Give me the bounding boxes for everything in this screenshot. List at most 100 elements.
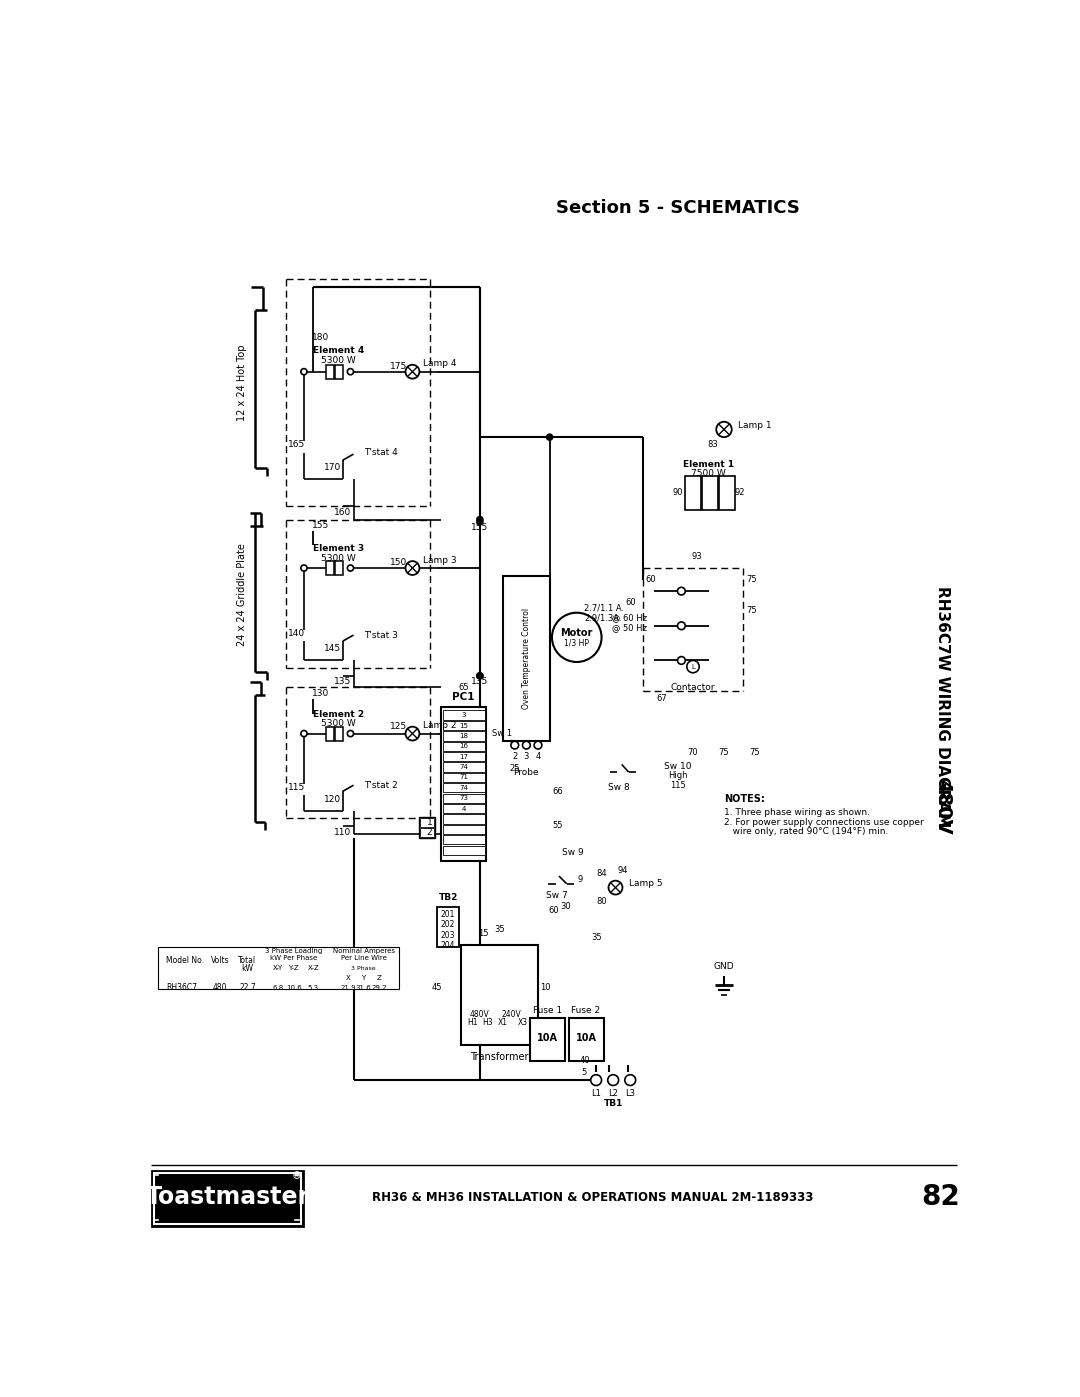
Circle shape: [552, 613, 602, 662]
Text: 4: 4: [461, 806, 465, 812]
Text: Sw 9: Sw 9: [562, 848, 584, 858]
Text: 170: 170: [324, 464, 341, 472]
Text: L3: L3: [625, 1090, 635, 1098]
Text: 160: 160: [334, 509, 351, 517]
Circle shape: [677, 587, 685, 595]
Text: wire only, rated 90°C (194°F) min.: wire only, rated 90°C (194°F) min.: [724, 827, 889, 835]
Bar: [326, 365, 334, 379]
Text: 5: 5: [582, 1067, 588, 1077]
Text: Z: Z: [377, 975, 381, 981]
Bar: [326, 562, 334, 576]
Text: T'stat 3: T'stat 3: [364, 630, 397, 640]
Text: 10.6: 10.6: [286, 985, 301, 990]
Text: 65: 65: [458, 683, 469, 692]
Text: 135: 135: [471, 676, 488, 686]
Text: 110: 110: [334, 827, 351, 837]
Text: 94: 94: [618, 866, 629, 875]
Text: Lamp 5: Lamp 5: [630, 879, 663, 888]
Text: 5300 W: 5300 W: [322, 555, 356, 563]
Text: 84: 84: [596, 869, 607, 879]
Circle shape: [476, 517, 483, 522]
Bar: [152, 1171, 303, 1227]
Bar: [719, 475, 734, 510]
Text: 74: 74: [459, 785, 468, 791]
Bar: [443, 835, 485, 844]
Text: 6.8: 6.8: [273, 985, 284, 990]
Text: 71: 71: [459, 774, 468, 781]
Bar: [335, 726, 343, 740]
Text: 90: 90: [672, 488, 683, 497]
Text: kW: kW: [241, 964, 254, 972]
Bar: [443, 793, 485, 803]
Text: 7500 W: 7500 W: [691, 469, 726, 478]
Text: RH36 & MH36 INSTALLATION & OPERATIONS MANUAL 2M-1189333: RH36 & MH36 INSTALLATION & OPERATIONS MA…: [372, 1190, 813, 1204]
Text: 75: 75: [746, 576, 756, 584]
Circle shape: [511, 742, 518, 749]
Text: Element 1: Element 1: [683, 460, 734, 468]
Bar: [154, 1173, 301, 1224]
Text: 80: 80: [596, 897, 607, 905]
Text: 15: 15: [459, 722, 468, 728]
Text: 75: 75: [746, 606, 756, 615]
Text: Section 5 - SCHEMATICS: Section 5 - SCHEMATICS: [555, 198, 799, 217]
Text: Lamp 4: Lamp 4: [423, 359, 457, 369]
Text: H1: H1: [467, 1018, 477, 1027]
Text: 67: 67: [657, 694, 667, 704]
Bar: [530, 1018, 565, 1060]
Text: 35: 35: [494, 925, 504, 935]
Text: 83: 83: [707, 440, 718, 450]
Text: Element 2: Element 2: [313, 710, 364, 719]
Text: 66: 66: [552, 787, 563, 796]
Text: Volts: Volts: [211, 956, 230, 965]
Bar: [569, 1018, 604, 1060]
Circle shape: [301, 564, 307, 571]
Text: Model No.: Model No.: [166, 956, 204, 965]
Text: 135: 135: [334, 678, 351, 686]
Text: High: High: [667, 771, 687, 781]
Text: 165: 165: [287, 440, 305, 450]
Text: 10A: 10A: [576, 1032, 596, 1042]
Circle shape: [546, 434, 553, 440]
Text: 31.6: 31.6: [355, 985, 372, 990]
Text: 1: 1: [427, 817, 432, 827]
Circle shape: [405, 562, 419, 576]
Text: 3: 3: [524, 752, 529, 761]
Text: 2. For power supply connections use copper: 2. For power supply connections use copp…: [724, 817, 923, 827]
Text: 70: 70: [688, 749, 699, 757]
Text: 15: 15: [478, 929, 489, 939]
Text: Lamp 1: Lamp 1: [738, 420, 771, 430]
Text: 16: 16: [459, 743, 468, 749]
Text: 75: 75: [750, 749, 760, 757]
Text: T'stat 4: T'stat 4: [364, 448, 397, 457]
Text: 40: 40: [579, 1056, 590, 1066]
Text: X-Y: X-Y: [273, 965, 283, 971]
Circle shape: [687, 661, 699, 673]
Text: 145: 145: [324, 644, 341, 654]
Text: Sw 7: Sw 7: [546, 891, 568, 900]
Bar: [443, 845, 485, 855]
Text: 204: 204: [441, 940, 456, 950]
Circle shape: [677, 657, 685, 665]
Text: 1. Three phase wiring as shown.: 1. Three phase wiring as shown.: [724, 809, 870, 817]
Text: 2.9/1.3A.: 2.9/1.3A.: [584, 613, 622, 623]
Circle shape: [405, 365, 419, 379]
Circle shape: [348, 731, 353, 736]
Text: 60: 60: [645, 576, 656, 584]
Text: 24 x 24 Griddle Plate: 24 x 24 Griddle Plate: [237, 543, 247, 647]
Text: 180: 180: [312, 332, 329, 341]
Text: 2: 2: [427, 827, 432, 837]
Bar: [437, 907, 459, 947]
Text: Transformer: Transformer: [470, 1052, 528, 1062]
Text: 5.3: 5.3: [308, 985, 319, 990]
Circle shape: [608, 1074, 619, 1085]
Text: L2: L2: [608, 1090, 618, 1098]
Text: X3: X3: [517, 1018, 527, 1027]
Text: Lamp 3: Lamp 3: [423, 556, 457, 564]
Text: 480V: 480V: [933, 780, 953, 834]
Bar: [460, 946, 538, 1045]
Text: 92: 92: [734, 488, 745, 497]
Text: 3 Phase: 3 Phase: [351, 965, 376, 971]
Text: Motor: Motor: [561, 627, 593, 637]
Text: Fuse 1: Fuse 1: [532, 1006, 562, 1016]
Text: 9: 9: [578, 876, 583, 884]
